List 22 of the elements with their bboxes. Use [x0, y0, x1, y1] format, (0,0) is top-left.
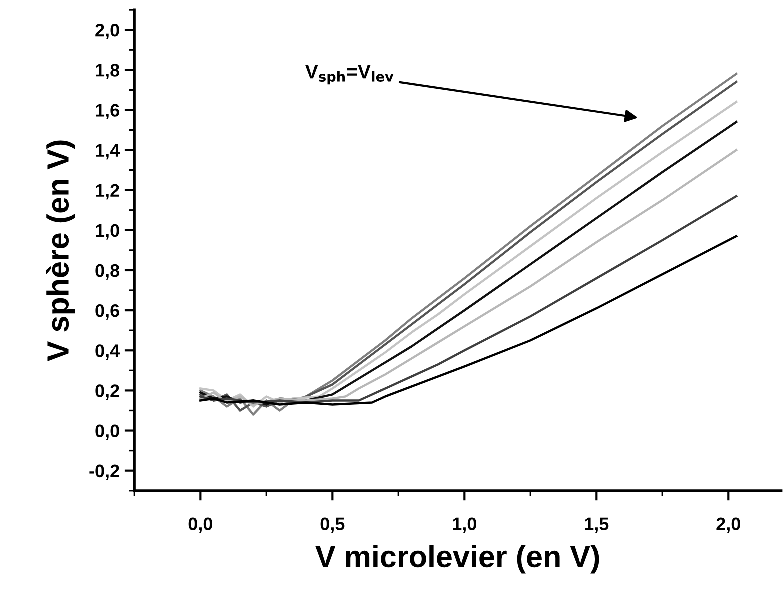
- line-series: [200, 195, 738, 404]
- y-tick-label: 0,8: [96, 264, 120, 280]
- x-tick-label: 1,0: [453, 518, 476, 534]
- y-tick-label: 0,2: [96, 384, 120, 400]
- x-tick-label: 0,0: [188, 518, 212, 534]
- y-tick-label: 0,6: [96, 304, 120, 320]
- x-tick-label: 1,5: [585, 518, 609, 534]
- y-tick-label: 1,4: [96, 144, 120, 160]
- y-tick-label: 1,2: [96, 184, 120, 200]
- y-tick-label: 1,6: [96, 104, 120, 120]
- y-tick-label: 2,0: [96, 24, 120, 40]
- line-series: [200, 235, 738, 406]
- y-tick-label: 0,4: [96, 344, 120, 360]
- x-tick-label: 2,0: [716, 518, 740, 534]
- y-tick-label: 0,0: [96, 424, 120, 440]
- annotation: V$_{sph}$=V$_{lev}$: [306, 65, 394, 85]
- x-tick-label: 0,5: [320, 518, 345, 534]
- y-axis-title: V sphère (en V): [46, 140, 76, 362]
- y-tick-label: 1,0: [96, 224, 120, 240]
- x-axis-title: V microlevier (en V): [316, 545, 600, 574]
- y-tick-label: 1,8: [96, 64, 120, 80]
- y-tick-label: -0,2: [90, 464, 120, 480]
